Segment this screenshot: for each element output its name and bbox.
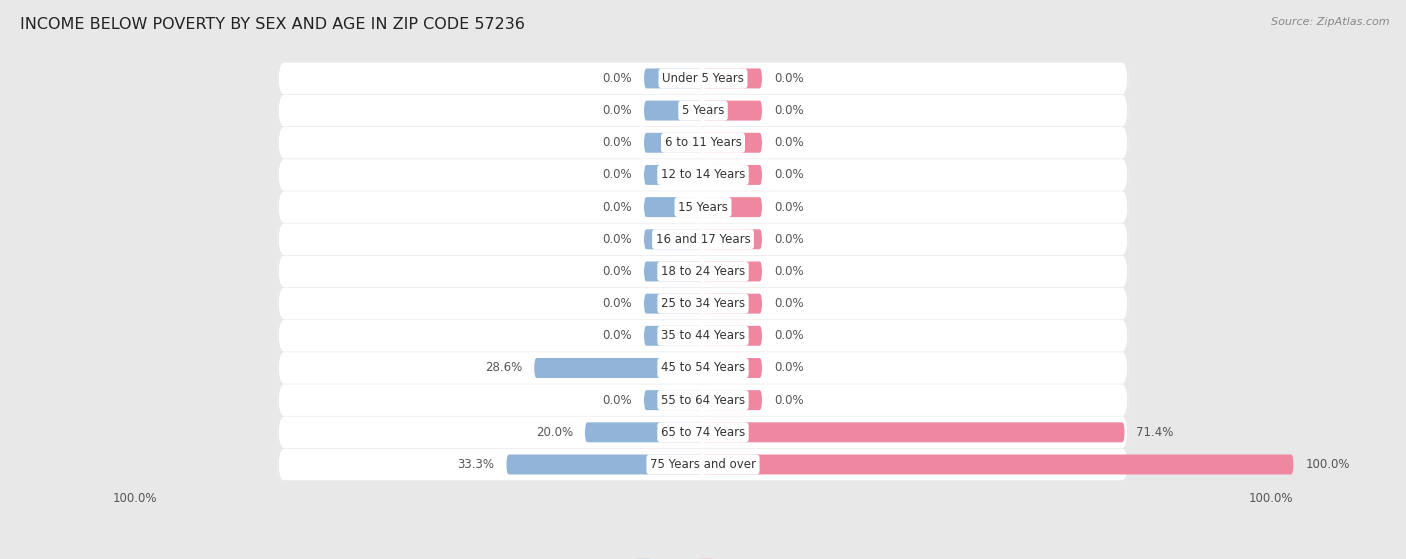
Text: 25 to 34 Years: 25 to 34 Years [661, 297, 745, 310]
FancyBboxPatch shape [278, 255, 1128, 288]
FancyBboxPatch shape [703, 133, 762, 153]
Text: 5 Years: 5 Years [682, 104, 724, 117]
FancyBboxPatch shape [703, 423, 1125, 442]
Text: 0.0%: 0.0% [603, 136, 633, 149]
Text: 0.0%: 0.0% [603, 265, 633, 278]
Text: 0.0%: 0.0% [773, 233, 803, 246]
FancyBboxPatch shape [703, 454, 1294, 475]
FancyBboxPatch shape [278, 448, 1128, 481]
FancyBboxPatch shape [278, 191, 1128, 224]
Text: Source: ZipAtlas.com: Source: ZipAtlas.com [1271, 17, 1389, 27]
Text: 16 and 17 Years: 16 and 17 Years [655, 233, 751, 246]
Text: 0.0%: 0.0% [603, 168, 633, 182]
FancyBboxPatch shape [703, 293, 762, 314]
Text: INCOME BELOW POVERTY BY SEX AND AGE IN ZIP CODE 57236: INCOME BELOW POVERTY BY SEX AND AGE IN Z… [20, 17, 524, 32]
Text: 0.0%: 0.0% [773, 104, 803, 117]
Text: 100.0%: 100.0% [112, 492, 157, 505]
FancyBboxPatch shape [644, 133, 703, 153]
Text: 0.0%: 0.0% [603, 329, 633, 342]
FancyBboxPatch shape [703, 326, 762, 346]
FancyBboxPatch shape [278, 319, 1128, 352]
FancyBboxPatch shape [534, 358, 703, 378]
Text: 100.0%: 100.0% [1249, 492, 1294, 505]
Text: 0.0%: 0.0% [603, 104, 633, 117]
FancyBboxPatch shape [278, 94, 1128, 127]
FancyBboxPatch shape [644, 229, 703, 249]
FancyBboxPatch shape [644, 101, 703, 121]
Text: 71.4%: 71.4% [1136, 426, 1174, 439]
Text: 45 to 54 Years: 45 to 54 Years [661, 362, 745, 375]
Text: 12 to 14 Years: 12 to 14 Years [661, 168, 745, 182]
FancyBboxPatch shape [703, 197, 762, 217]
FancyBboxPatch shape [644, 165, 703, 185]
FancyBboxPatch shape [644, 68, 703, 88]
Text: 18 to 24 Years: 18 to 24 Years [661, 265, 745, 278]
Text: 0.0%: 0.0% [773, 362, 803, 375]
FancyBboxPatch shape [278, 416, 1128, 449]
Text: 0.0%: 0.0% [773, 265, 803, 278]
FancyBboxPatch shape [644, 390, 703, 410]
Text: 0.0%: 0.0% [603, 72, 633, 85]
FancyBboxPatch shape [278, 62, 1128, 95]
Text: 33.3%: 33.3% [457, 458, 495, 471]
Text: 0.0%: 0.0% [773, 329, 803, 342]
Text: 0.0%: 0.0% [603, 297, 633, 310]
FancyBboxPatch shape [278, 383, 1128, 416]
FancyBboxPatch shape [644, 262, 703, 281]
Text: 75 Years and over: 75 Years and over [650, 458, 756, 471]
FancyBboxPatch shape [703, 262, 762, 281]
FancyBboxPatch shape [703, 68, 762, 88]
FancyBboxPatch shape [703, 358, 762, 378]
Legend: Male, Female: Male, Female [630, 553, 776, 559]
FancyBboxPatch shape [506, 454, 703, 475]
Text: 0.0%: 0.0% [773, 394, 803, 406]
Text: 65 to 74 Years: 65 to 74 Years [661, 426, 745, 439]
FancyBboxPatch shape [703, 165, 762, 185]
Text: 55 to 64 Years: 55 to 64 Years [661, 394, 745, 406]
FancyBboxPatch shape [703, 229, 762, 249]
FancyBboxPatch shape [278, 126, 1128, 159]
Text: 0.0%: 0.0% [603, 233, 633, 246]
Text: 20.0%: 20.0% [536, 426, 574, 439]
FancyBboxPatch shape [278, 159, 1128, 191]
FancyBboxPatch shape [703, 390, 762, 410]
Text: 0.0%: 0.0% [773, 136, 803, 149]
FancyBboxPatch shape [278, 352, 1128, 385]
FancyBboxPatch shape [644, 197, 703, 217]
FancyBboxPatch shape [644, 293, 703, 314]
FancyBboxPatch shape [278, 223, 1128, 255]
Text: 100.0%: 100.0% [1305, 458, 1350, 471]
FancyBboxPatch shape [585, 423, 703, 442]
Text: 28.6%: 28.6% [485, 362, 522, 375]
Text: 6 to 11 Years: 6 to 11 Years [665, 136, 741, 149]
FancyBboxPatch shape [644, 326, 703, 346]
FancyBboxPatch shape [278, 287, 1128, 320]
Text: 35 to 44 Years: 35 to 44 Years [661, 329, 745, 342]
Text: 0.0%: 0.0% [773, 72, 803, 85]
Text: 0.0%: 0.0% [773, 201, 803, 214]
Text: 15 Years: 15 Years [678, 201, 728, 214]
Text: Under 5 Years: Under 5 Years [662, 72, 744, 85]
Text: 0.0%: 0.0% [773, 168, 803, 182]
Text: 0.0%: 0.0% [603, 201, 633, 214]
Text: 0.0%: 0.0% [773, 297, 803, 310]
Text: 0.0%: 0.0% [603, 394, 633, 406]
FancyBboxPatch shape [703, 101, 762, 121]
